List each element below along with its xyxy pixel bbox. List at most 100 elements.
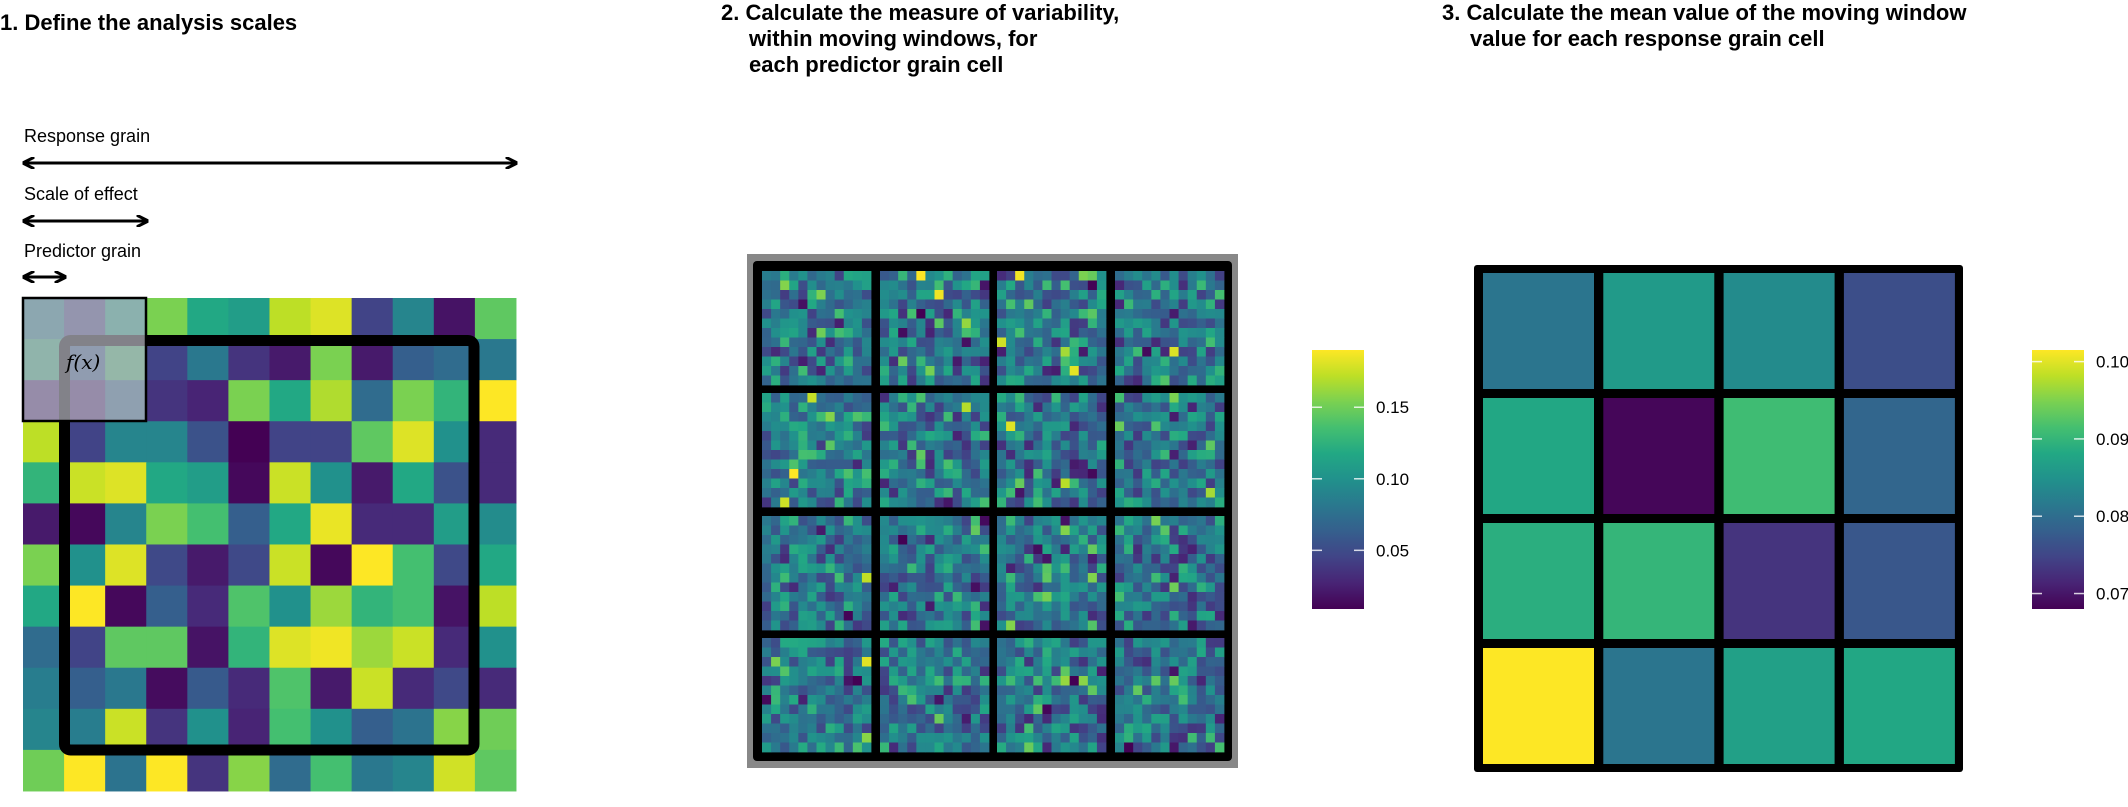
grid-cell xyxy=(1214,535,1225,545)
grid-cell xyxy=(1096,704,1107,715)
grid-cell xyxy=(979,497,990,508)
grid-cell xyxy=(925,647,935,658)
grid-cell xyxy=(771,375,781,386)
grid-cell xyxy=(943,375,954,386)
grid-cell xyxy=(1196,516,1207,526)
grid-cell xyxy=(1160,478,1170,489)
grid-cell xyxy=(825,347,836,357)
grid-cell xyxy=(798,280,808,291)
grid-cell xyxy=(1115,393,1125,403)
grid-cell xyxy=(392,749,435,792)
grid-cell xyxy=(843,592,854,602)
grid-cell xyxy=(1033,337,1043,348)
grid-cell xyxy=(1169,440,1179,451)
grid-cell xyxy=(1124,676,1134,686)
grid-cell xyxy=(762,393,772,403)
grid-cell xyxy=(1078,450,1089,460)
grid-cell xyxy=(1087,704,1098,715)
grid-cell xyxy=(780,431,790,441)
grid-cell xyxy=(798,393,808,403)
grid-cell xyxy=(961,647,972,658)
grid-cell xyxy=(1006,620,1016,631)
grid-cell xyxy=(1115,516,1125,526)
grid-cell xyxy=(834,525,845,536)
grid-cell xyxy=(1042,347,1052,357)
grid-cell xyxy=(1024,704,1034,715)
grid-cell xyxy=(1115,412,1125,422)
grid-cell xyxy=(834,685,845,696)
grid-cell xyxy=(907,356,917,367)
grid-cell xyxy=(1060,393,1071,403)
grid-cell xyxy=(771,666,781,677)
grid-cell xyxy=(1142,695,1152,705)
grid-cell xyxy=(970,375,981,386)
grid-cell xyxy=(1042,601,1052,612)
grid-cell xyxy=(889,733,899,743)
grid-cell xyxy=(1042,318,1052,329)
grid-cell xyxy=(979,714,990,724)
grid-cell xyxy=(1015,723,1025,734)
grid-cell xyxy=(979,375,990,386)
grid-cell xyxy=(1124,393,1134,403)
grid-cell xyxy=(187,544,229,587)
grid-cell xyxy=(925,573,935,583)
grid-cell xyxy=(23,626,65,669)
grid-cell xyxy=(852,563,863,574)
grid-cell xyxy=(798,704,808,715)
grid-cell xyxy=(843,431,854,441)
grid-cell xyxy=(1187,366,1198,376)
grid-cell xyxy=(861,620,872,631)
grid-cell xyxy=(1133,347,1143,357)
grid-cell xyxy=(798,478,808,489)
grid-cell xyxy=(934,337,944,348)
grid-cell xyxy=(952,299,963,310)
grid-cell xyxy=(1051,431,1061,441)
grid-cell xyxy=(861,280,872,291)
grid-cell xyxy=(1178,412,1189,422)
grid-cell xyxy=(843,516,854,526)
grid-cell xyxy=(1042,431,1052,441)
grid-cell xyxy=(1133,421,1143,432)
grid-cell xyxy=(970,723,981,734)
grid-cell xyxy=(228,708,270,751)
grid-cell xyxy=(789,647,799,658)
grid-cell xyxy=(979,318,990,329)
grid-cell xyxy=(1205,337,1216,348)
grid-cell xyxy=(1051,347,1061,357)
grid-cell xyxy=(1024,723,1034,734)
grid-cell xyxy=(934,554,944,564)
grid-cell xyxy=(64,462,106,504)
grid-cell xyxy=(979,563,990,574)
grid-cell xyxy=(1133,657,1143,667)
grid-cell xyxy=(1115,714,1125,724)
grid-cell xyxy=(816,337,826,348)
grid-cell xyxy=(997,695,1007,705)
grid-cell xyxy=(1015,356,1025,367)
grid-cell xyxy=(1115,309,1125,319)
grid-cell xyxy=(1042,450,1052,460)
grid-cell xyxy=(1115,685,1125,696)
grid-cell xyxy=(1142,685,1152,696)
grid-cell xyxy=(852,714,863,724)
grid-cell xyxy=(843,676,854,686)
grid-cell xyxy=(798,412,808,422)
grid-cell xyxy=(1142,431,1152,441)
grid-cell xyxy=(880,450,890,460)
grid-cell xyxy=(1196,309,1207,319)
grid-cell xyxy=(970,742,981,753)
grid-cell xyxy=(852,366,863,376)
grid-cell xyxy=(807,657,817,667)
grid-cell xyxy=(961,356,972,367)
grid-cell xyxy=(852,638,863,648)
grid-cell xyxy=(1015,685,1025,696)
grid-cell xyxy=(961,714,972,724)
grid-cell xyxy=(852,742,863,753)
grid-cell xyxy=(1069,611,1080,621)
grid-cell xyxy=(898,573,908,583)
grid-cell xyxy=(1214,544,1225,555)
grid-cell xyxy=(798,271,808,281)
grid-cell xyxy=(916,647,926,658)
grid-cell xyxy=(1187,309,1198,319)
grid-cell xyxy=(997,685,1007,696)
grid-cell xyxy=(1214,356,1225,367)
